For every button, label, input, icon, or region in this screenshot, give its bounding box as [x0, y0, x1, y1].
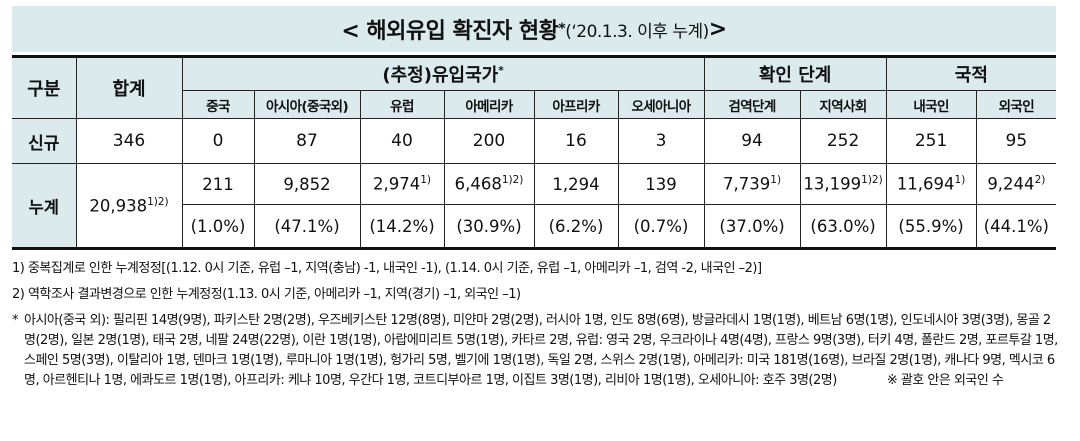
table-row-percent: (1.0%) (47.1%) (14.2%) (30.9%) (6.2%) (0…	[12, 204, 1057, 249]
footnote-bracket-note: ※ 괄호 안은 외국인 수	[886, 373, 1004, 388]
new-community: 252	[799, 118, 887, 164]
row-label-new: 신규	[12, 118, 77, 164]
cum-quarantine: 7,739	[723, 174, 771, 194]
cum-korean: 11,694	[896, 174, 955, 194]
cum-quarantine-footnote: 1)	[770, 174, 782, 187]
header-nationality-group: 국적	[885, 56, 1057, 91]
cum-europe: 2,974	[372, 174, 421, 194]
footnote-star-mark: *	[12, 313, 19, 328]
new-foreign: 95	[975, 118, 1057, 164]
new-total: 346	[75, 118, 183, 164]
cum-china: 211	[181, 163, 255, 205]
new-korean: 251	[885, 118, 977, 164]
header-europe: 유럽	[359, 90, 445, 119]
cum-total-cell: 20,9381)2)	[75, 163, 183, 249]
pct-foreign: (44.1%)	[975, 204, 1057, 249]
footnote-star: * 아시아(중국 외): 필리핀 14명(9명), 파키스탄 2명(2명), 우…	[12, 311, 1062, 391]
new-oceania: 3	[617, 118, 705, 164]
cum-quarantine-cell: 7,7391)	[703, 163, 801, 205]
header-quarantine: 검역단계	[703, 90, 801, 119]
pct-oceania: (0.7%)	[617, 204, 705, 249]
new-europe: 40	[359, 118, 445, 164]
cum-total-footnote: 1)2)	[147, 195, 169, 208]
cum-america: 6,468	[454, 174, 502, 194]
header-foreign: 외국인	[975, 90, 1057, 119]
title-main: < 해외유입 확진자 현황	[341, 19, 559, 44]
table-row-new: 신규 346 0 87 40 200 16 3 94 252 251 95	[12, 118, 1057, 164]
cum-total: 20,938	[89, 196, 148, 216]
cum-asia: 9,852	[253, 163, 361, 205]
header-oceania: 오세아니아	[617, 90, 705, 119]
row-label-cumulative: 누계	[12, 163, 77, 249]
new-asia: 87	[253, 118, 361, 164]
footnote-2: 2) 역학조사 결과변경으로 인한 누계정정(1.13. 0시 기준, 아메리카…	[12, 287, 521, 302]
footnote-star-body: 아시아(중국 외): 필리핀 14명(9명), 파키스탄 2명(2명), 우즈베…	[24, 311, 1062, 391]
header-china: 중국	[181, 90, 255, 119]
cum-foreign-footnote: 2)	[1034, 174, 1046, 187]
cum-community-footnote: 1)2)	[861, 174, 883, 187]
header-row-sub: 중국 아시아(중국외) 유럽 아메리카 아프리카 오세아니아 검역단계 지역사회…	[12, 90, 1057, 119]
table-row-cumulative: 누계 20,9381)2) 211 9,852 2,9741) 6,4681)2…	[12, 163, 1057, 249]
pct-africa: (6.2%)	[533, 204, 619, 249]
header-row-groups: 구분 합계 (추정)유입국가* 확인 단계 국적	[12, 56, 1057, 119]
new-africa: 16	[533, 118, 619, 164]
page-title: < 해외유입 확진자 현황 * (‘20.1.3. 이후 누계) >	[12, 6, 1056, 52]
pct-america: (30.9%)	[443, 204, 535, 249]
cum-europe-cell: 2,9741)	[359, 163, 445, 205]
new-china: 0	[181, 118, 255, 164]
header-origin-label: (추정)유입국가	[382, 65, 499, 86]
cum-europe-footnote: 1)	[420, 174, 432, 187]
header-asia: 아시아(중국외)	[253, 90, 361, 119]
cum-foreign-cell: 9,2442)	[975, 163, 1057, 205]
cum-oceania: 139	[617, 163, 705, 205]
header-america: 아메리카	[443, 90, 535, 119]
new-america: 200	[443, 118, 535, 164]
title-end: >	[708, 16, 727, 42]
pct-asia: (47.1%)	[253, 204, 361, 249]
cum-korean-footnote: 1)	[954, 174, 966, 187]
footnotes: 1) 중복집계로 인한 누계정정[(1.12. 0시 기준, 유럽 –1, 지역…	[12, 259, 1062, 391]
header-total: 합계	[75, 56, 183, 119]
header-origin-group: (추정)유입국가*	[181, 56, 705, 91]
header-community: 지역사회	[799, 90, 887, 119]
footnote-1: 1) 중복집계로 인한 누계정정[(1.12. 0시 기준, 유럽 –1, 지역…	[12, 261, 762, 276]
cum-community: 13,199	[803, 174, 862, 194]
pct-europe: (14.2%)	[359, 204, 445, 249]
pct-community: (63.0%)	[799, 204, 887, 249]
cum-foreign: 9,244	[987, 174, 1035, 194]
title-period: (‘20.1.3. 이후 누계)	[565, 21, 709, 42]
header-korean: 내국인	[885, 90, 977, 119]
cum-community-cell: 13,1991)2)	[799, 163, 887, 205]
header-stage-group: 확인 단계	[703, 56, 887, 91]
footnote-star-text: 아시아(중국 외): 필리핀 14명(9명), 파키스탄 2명(2명), 우즈베…	[24, 313, 1058, 388]
pct-korean: (55.9%)	[885, 204, 977, 249]
pct-china: (1.0%)	[181, 204, 255, 249]
cum-korean-cell: 11,6941)	[885, 163, 977, 205]
cum-america-cell: 6,4681)2)	[443, 163, 535, 205]
cum-africa: 1,294	[533, 163, 619, 205]
pct-quarantine: (37.0%)	[703, 204, 801, 249]
imported-cases-table: 구분 합계 (추정)유입국가* 확인 단계 국적 중국 아시아(중국외) 유럽 …	[12, 55, 1057, 250]
cum-america-footnote: 1)2)	[501, 174, 524, 187]
header-africa: 아프리카	[533, 90, 619, 119]
title-star: *	[558, 21, 566, 37]
header-gubun: 구분	[12, 56, 77, 119]
header-origin-star: *	[498, 65, 504, 77]
new-quarantine: 94	[703, 118, 801, 164]
